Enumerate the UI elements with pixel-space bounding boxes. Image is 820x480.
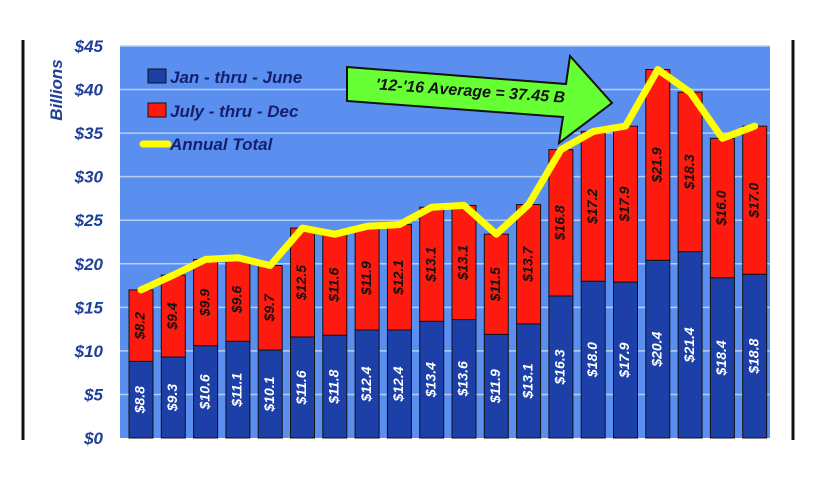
bar-jan-june bbox=[322, 334, 348, 439]
bar-label-jan-june: $11.9 bbox=[487, 369, 503, 404]
bar-label-jan-june: $18.0 bbox=[584, 342, 600, 378]
bar-label-july-dec: $17.9 bbox=[616, 186, 632, 222]
bar-label-jan-june: $21.4 bbox=[681, 327, 697, 363]
bar-label-jan-june: $10.1 bbox=[261, 376, 277, 412]
bar-label-july-dec: $9.4 bbox=[164, 302, 180, 330]
bar-july-dec bbox=[613, 125, 638, 283]
bar-label-jan-june: $20.4 bbox=[649, 331, 665, 367]
bar-label-july-dec: $9.6 bbox=[229, 286, 245, 314]
bar-july-dec bbox=[709, 137, 735, 279]
y-tick-label: $35 bbox=[74, 124, 104, 143]
bar-label-july-dec: $17.2 bbox=[584, 189, 600, 225]
bar-label-july-dec: $12.5 bbox=[293, 265, 309, 301]
bar-jan-june bbox=[709, 277, 735, 439]
bar-label-jan-june: $18.4 bbox=[713, 340, 729, 376]
bar-label-jan-june: $13.1 bbox=[519, 363, 535, 399]
bar-label-july-dec: $13.1 bbox=[422, 246, 438, 282]
legend-label-jan-june: Jan - thru - June bbox=[170, 68, 302, 87]
y-tick-label: $0 bbox=[83, 429, 103, 448]
bar-label-jan-june: $13.6 bbox=[455, 361, 471, 397]
legend-swatch-july-dec bbox=[147, 102, 167, 118]
bar-label-july-dec: $18.3 bbox=[681, 154, 697, 190]
bar-label-jan-june: $11.6 bbox=[293, 370, 309, 405]
bar-jan-june bbox=[354, 329, 380, 439]
bar-jan-june bbox=[516, 323, 542, 439]
bar-july-dec bbox=[290, 227, 315, 338]
legend-swatch-jan-june bbox=[147, 68, 167, 84]
bar-jan-june bbox=[128, 360, 154, 439]
y-tick-label: $40 bbox=[74, 81, 104, 100]
bar-jan-june bbox=[548, 295, 574, 439]
y-axis-label: Billions bbox=[47, 59, 66, 120]
legend-label-july-dec: July - thru - Dec bbox=[170, 102, 299, 121]
bar-july-dec bbox=[128, 289, 154, 362]
bar-july-dec bbox=[483, 233, 509, 335]
bar-label-july-dec: $16.0 bbox=[713, 190, 729, 226]
average-callout: '12-'16 Average = 37.45 B bbox=[346, 53, 614, 146]
bar-july-dec bbox=[386, 224, 412, 331]
y-axis-ticks: $0 $5 $10 $15 $20 $25 $30 $35 $40 $45 bbox=[74, 37, 104, 448]
y-tick-label: $10 bbox=[74, 342, 104, 361]
bar-labels: $8.8 $8.2 $9.3 $9.4 $10.6 $9.9 $11.1 $9.6 $10.1 $… bbox=[132, 147, 762, 414]
bar-label-jan-june: $12.4 bbox=[358, 366, 374, 402]
bar-july-dec bbox=[160, 274, 186, 358]
bar-jan-june bbox=[160, 356, 186, 439]
bar-jan-june bbox=[580, 280, 606, 439]
bar-label-jan-june: $11.8 bbox=[326, 369, 342, 404]
annual-total-line bbox=[137, 66, 759, 294]
bar-july-dec bbox=[516, 204, 542, 325]
bar-label-july-dec: $13.1 bbox=[455, 245, 471, 281]
bars bbox=[128, 69, 768, 439]
legend-label-annual-total: Annual Total bbox=[169, 135, 274, 154]
bar-label-jan-june: $16.3 bbox=[552, 349, 568, 385]
bar-jan-june bbox=[290, 336, 315, 439]
y-tick-label: $25 bbox=[74, 211, 104, 230]
bar-jan-june bbox=[225, 340, 251, 439]
bar-july-dec bbox=[742, 125, 768, 275]
bar-july-dec bbox=[419, 206, 445, 322]
bar-label-july-dec: $11.6 bbox=[326, 267, 342, 302]
bar-label-july-dec: $16.8 bbox=[552, 205, 568, 241]
bar-jan-june bbox=[742, 273, 768, 439]
bar-label-july-dec: $11.9 bbox=[358, 261, 374, 296]
bar-label-july-dec: $17.0 bbox=[745, 182, 761, 218]
bar-jan-june bbox=[419, 320, 445, 439]
bar-label-jan-june: $11.1 bbox=[229, 372, 245, 407]
y-tick-label: $30 bbox=[74, 168, 104, 187]
bar-july-dec bbox=[548, 149, 574, 297]
callout-arrow bbox=[346, 53, 614, 146]
y-tick-label: $5 bbox=[83, 385, 103, 404]
bar-label-jan-june: $13.4 bbox=[422, 362, 438, 398]
bar-label-jan-june: $10.6 bbox=[196, 374, 212, 410]
bar-july-dec bbox=[225, 257, 251, 342]
bar-label-july-dec: $8.2 bbox=[132, 312, 148, 340]
bar-jan-june bbox=[257, 349, 283, 439]
bar-july-dec bbox=[257, 265, 283, 351]
bar-jan-june bbox=[386, 329, 412, 439]
bar-label-july-dec: $9.9 bbox=[196, 289, 212, 317]
bar-july-dec bbox=[354, 225, 380, 331]
bar-july-dec bbox=[193, 258, 219, 347]
bar-jan-june bbox=[193, 345, 219, 439]
bar-label-july-dec: $12.1 bbox=[390, 260, 406, 296]
bar-label-july-dec: $11.5 bbox=[487, 267, 503, 302]
bar-jan-june bbox=[483, 333, 509, 439]
bar-label-jan-june: $12.4 bbox=[390, 366, 406, 402]
bar-label-jan-june: $18.8 bbox=[745, 338, 761, 374]
legend: Jan - thru - June July - thru - Dec Annu… bbox=[139, 68, 302, 154]
y-tick-label: $20 bbox=[74, 255, 104, 274]
bar-july-dec bbox=[322, 233, 348, 336]
bar-july-dec bbox=[677, 91, 703, 253]
bar-label-july-dec: $13.7 bbox=[519, 245, 535, 282]
bar-label-july-dec: $21.9 bbox=[649, 147, 665, 183]
bar-label-jan-june: $9.3 bbox=[164, 384, 180, 412]
y-tick-label: $45 bbox=[74, 37, 104, 56]
y-tick-label: $15 bbox=[74, 298, 104, 317]
bar-label-jan-june: $8.8 bbox=[132, 386, 148, 414]
bar-label-jan-june: $17.9 bbox=[616, 342, 632, 378]
bar-label-july-dec: $9.7 bbox=[261, 293, 277, 322]
